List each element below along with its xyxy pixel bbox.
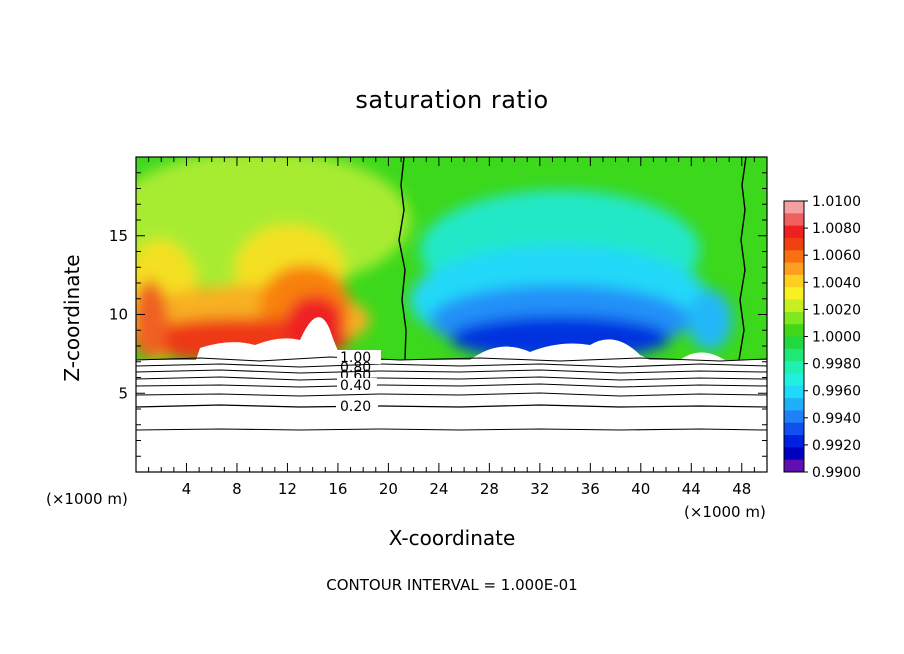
colorbar-label: 1.0080: [812, 221, 861, 237]
y-tick-label: 10: [109, 306, 128, 324]
y-tick-label: 15: [109, 227, 128, 245]
colorbar-swatch: [784, 459, 804, 473]
field-red-left-edge: [136, 280, 168, 360]
white-bump-far-right: [680, 352, 725, 360]
contour-label-bg: [336, 399, 378, 412]
contour-line-layer: [136, 363, 767, 368]
colorbar-swatch: [784, 213, 804, 227]
x-tick-label: 16: [328, 480, 347, 498]
contour-line-layer: [136, 376, 767, 381]
colorbar-swatch: [784, 435, 804, 448]
contour-label-0-20: 0.20: [340, 399, 371, 415]
x-tick-label: 44: [682, 480, 701, 498]
contour-label-0-80: 0.80: [340, 360, 371, 376]
contour-line-layer: [136, 428, 767, 431]
colorbar-label: 0.9960: [812, 384, 861, 400]
field-blue-right-cell: [688, 290, 732, 350]
colorbar-swatch: [784, 250, 804, 264]
colorbar-label: 1.0020: [812, 302, 861, 318]
colorbar-swatch: [784, 447, 804, 461]
y-axis-ticks: 5 10 15: [109, 172, 767, 457]
colorbar-swatch: [784, 262, 804, 276]
white-bumps-right: [470, 339, 650, 360]
y-tick-label: 5: [118, 384, 128, 402]
x-tick-label: 12: [278, 480, 297, 498]
x-tick-label: 48: [732, 480, 751, 498]
contour-line-layer: [136, 356, 767, 362]
colorbar-swatch: [784, 201, 804, 214]
white-bumps-left: [196, 317, 342, 360]
x-axis-label: X-coordinate: [388, 526, 516, 550]
x-tick-label: 4: [182, 480, 192, 498]
colorbar-swatch: [784, 324, 804, 337]
colorbar-label: 0.9980: [812, 357, 861, 373]
contour-interval-note: CONTOUR INTERVAL = 1.000E-01: [326, 576, 578, 594]
contour-line-layer: [136, 404, 767, 408]
colorbar-swatch: [784, 237, 804, 251]
x-tick-label: 8: [232, 480, 242, 498]
contour-line-layer: [136, 369, 767, 374]
colorbar-label: 1.0040: [812, 275, 861, 291]
colorbar-label: 0.9940: [812, 411, 861, 427]
x-unit-label-right: (×1000 m): [684, 503, 766, 521]
colorbar-swatch: [784, 311, 804, 325]
colorbar-swatch: [784, 410, 804, 424]
contour-line-1-00-right: [738, 157, 747, 361]
colorbar-swatch: [784, 336, 804, 350]
colorbar-swatch: [784, 287, 804, 301]
contour-line-layer: [136, 383, 767, 388]
colorbar-label: 1.0060: [812, 248, 861, 264]
x-tick-label: 24: [429, 480, 448, 498]
x-tick-label: 32: [530, 480, 549, 498]
colorbar-swatch: [784, 225, 804, 239]
chart-title: saturation ratio: [355, 86, 549, 114]
colorbar-label: 1.0000: [812, 330, 861, 346]
subsaturated-layer: [136, 360, 767, 472]
contour-line-1-00-left: [398, 157, 407, 361]
colorbar-swatch: [784, 373, 804, 387]
contour-line-layer: [136, 392, 767, 397]
x-tick-label: 36: [581, 480, 600, 498]
x-tick-label: 20: [379, 480, 398, 498]
colorbar-swatch: [784, 398, 804, 411]
contour-label-bg: [337, 378, 377, 391]
colorbar-label: 0.9900: [812, 465, 861, 481]
x-tick-label: 40: [631, 480, 650, 498]
colorbar-label: 1.0100: [812, 194, 861, 210]
colorbar: 1.0100 1.0080 1.0060 1.0040 1.0020 1.0000 0.99…: [783, 194, 861, 481]
colorbar-swatch: [784, 385, 804, 399]
colorbar-swatch: [784, 348, 804, 362]
x-tick-label: 28: [480, 480, 499, 498]
colorbar-swatch: [784, 422, 804, 436]
colorbar-swatch: [784, 274, 804, 288]
heatmap-field: 1.00 0.80 0.60 0.40 0.20: [136, 157, 767, 472]
contour-label-0-40: 0.40: [340, 378, 371, 394]
colorbar-swatch: [784, 299, 804, 313]
contour-label-1-00: 1.00: [340, 350, 371, 366]
x-axis-ticks: 4 8 12 16 20 24 28 32 36 40 44 48: [148, 157, 755, 498]
colorbar-swatch: [784, 361, 804, 374]
contour-label-bg: [337, 350, 381, 364]
x-unit-label-left: (×1000 m): [46, 490, 128, 508]
colorbar-label: 0.9920: [812, 438, 861, 454]
